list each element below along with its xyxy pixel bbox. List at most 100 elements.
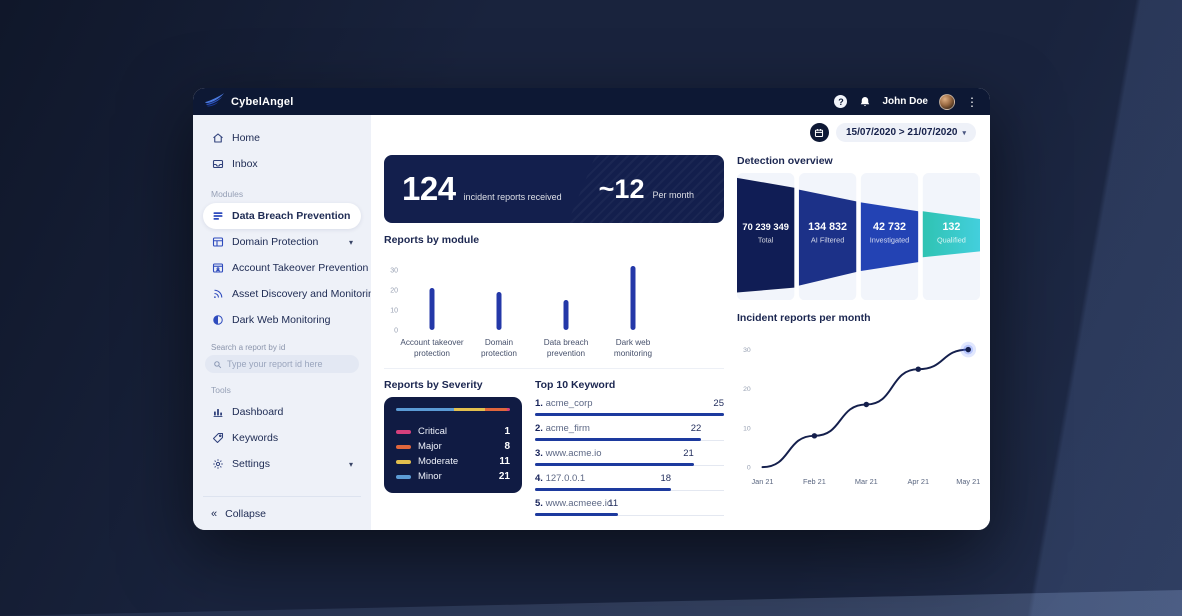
severity-value: 21 <box>498 471 510 482</box>
keyword-label: 127.0.0.1 <box>545 473 586 484</box>
keyword-head: 5. www.acmeee.io 11 <box>535 498 724 510</box>
report-search-box <box>205 355 359 373</box>
keyword-label: acme_corp <box>545 398 593 409</box>
kebab-menu-icon[interactable]: ⋮ <box>966 94 978 109</box>
darkweb-icon <box>211 314 224 327</box>
svg-text:0: 0 <box>747 465 751 472</box>
keyword-head: 4. 127.0.0.1 18 <box>535 473 724 485</box>
reports-by-module-title: Reports by module <box>384 234 480 246</box>
logo-swoosh-icon <box>203 92 225 112</box>
legend-dash-icon <box>396 444 411 449</box>
keyword-count: 18 <box>660 473 672 484</box>
severity-value: 8 <box>504 441 510 452</box>
severity-legend-row-critical: Critical 1 <box>396 424 510 439</box>
keyword-label: www.acme.io <box>545 448 602 459</box>
sidebar-item-label: Home <box>232 132 261 144</box>
sidebar-item-home[interactable]: Home <box>203 125 361 151</box>
severity-value: 11 <box>499 456 510 467</box>
help-icon[interactable]: ? <box>834 95 848 108</box>
sidebar-item-dark-web-monitoring[interactable]: Dark Web Monitoring <box>203 307 361 333</box>
severity-label: Critical <box>418 426 448 437</box>
svg-text:AI Filtered: AI Filtered <box>811 236 844 245</box>
keyword-row-www-acme-io[interactable]: 3. www.acme.io 21 <box>535 448 724 466</box>
keyword-row-www-acmeee-io[interactable]: 5. www.acmeee.io 11 <box>535 498 724 516</box>
keyword-row-acme-corp[interactable]: 1. acme_corp 25 <box>535 398 724 416</box>
user-name[interactable]: John Doe <box>882 96 928 107</box>
sidebar-item-account-takeover-prevention[interactable]: Account Takeover Prevention <box>203 255 368 281</box>
brand-logo[interactable]: CybelAngel <box>203 92 294 112</box>
settings-icon <box>211 458 224 471</box>
account-icon <box>211 262 224 275</box>
inbox-icon <box>211 158 224 171</box>
sidebar-item-label: Domain Protection <box>232 236 319 248</box>
reports-by-severity-card: Critical 1 Major 8 Moderate 11 Minor 21 <box>384 397 522 493</box>
svg-text:42 732: 42 732 <box>873 221 906 233</box>
keyword-row-acme-firm[interactable]: 2. acme_firm 22 <box>535 423 724 441</box>
sidebar-item-label: Account Takeover Prevention <box>232 262 369 274</box>
legend-dash-icon <box>396 459 411 464</box>
legend-dash-icon <box>396 429 411 434</box>
collapse-chevrons-icon: « <box>211 507 218 520</box>
home-icon <box>211 132 224 145</box>
report-search-input[interactable] <box>227 359 351 369</box>
keyword-count: 25 <box>713 398 724 409</box>
keyword-count: 22 <box>690 423 702 434</box>
severity-legend-row-minor: Minor 21 <box>396 469 510 484</box>
brand-name: CybelAngel <box>231 95 294 108</box>
dashboard-icon <box>211 406 224 419</box>
domain-icon <box>211 236 224 249</box>
date-range-selector[interactable]: 15/07/2020 > 21/07/2020 ▾ <box>835 123 976 142</box>
keyword-head: 2. acme_firm 22 <box>535 423 724 435</box>
svg-text:monitoring: monitoring <box>614 349 653 358</box>
date-range-value: 15/07/2020 > 21/07/2020 <box>845 127 958 138</box>
keyword-rank: 2. <box>535 423 543 434</box>
sidebar-item-data-breach-prevention[interactable]: Data Breach Prevention <box>203 203 361 229</box>
keyword-row-127-0-0-1[interactable]: 4. 127.0.0.1 18 <box>535 473 724 491</box>
sidebar: Home Inbox Modules Data Breach Prevention… <box>193 115 380 530</box>
top-keywords-title: Top 10 Keyword <box>535 379 616 391</box>
collapse-label: Collapse <box>225 507 266 520</box>
sidebar-collapse-button[interactable]: « Collapse <box>203 496 361 530</box>
keyword-label: www.acmeee.io <box>545 498 613 509</box>
svg-text:0: 0 <box>394 328 398 335</box>
sidebar-item-inbox[interactable]: Inbox <box>203 151 361 177</box>
notifications-bell-icon[interactable] <box>858 95 871 108</box>
sidebar-item-domain-protection[interactable]: Domain Protection ▾ <box>203 229 361 255</box>
severity-segment-major <box>484 408 508 411</box>
total-reports-value: 124 <box>402 170 456 207</box>
svg-text:70 239 349: 70 239 349 <box>742 222 789 232</box>
incidents-per-month-title: Incident reports per month <box>737 312 871 325</box>
svg-text:20: 20 <box>743 387 751 394</box>
sidebar-item-label: Dashboard <box>232 406 284 418</box>
keyword-bar <box>535 513 724 516</box>
svg-text:protection: protection <box>414 349 450 358</box>
svg-text:Data breach: Data breach <box>544 338 589 347</box>
sidebar-item-label: Asset Discovery and Monitoring <box>232 288 380 300</box>
per-month-label: Per month <box>652 189 694 200</box>
sidebar-item-asset-discovery-and-monitoring[interactable]: Asset Discovery and Monitoring <box>203 281 380 307</box>
severity-label: Minor <box>418 471 442 482</box>
svg-text:20: 20 <box>390 288 398 295</box>
per-month-value: ~12 <box>598 173 645 204</box>
svg-text:30: 30 <box>390 268 398 275</box>
top-bar: CybelAngel ? John Doe ⋮ <box>193 88 990 115</box>
chevron-down-icon: ▾ <box>962 129 966 137</box>
user-avatar[interactable] <box>939 93 955 110</box>
severity-segment-critical <box>507 408 510 411</box>
sidebar-item-settings[interactable]: Settings ▾ <box>203 451 361 477</box>
svg-text:Qualified: Qualified <box>937 236 966 245</box>
sidebar-item-keywords[interactable]: Keywords <box>203 425 361 451</box>
svg-text:Feb 21: Feb 21 <box>803 477 826 486</box>
calendar-button[interactable] <box>809 123 829 142</box>
keyword-rank: 1. <box>535 398 543 409</box>
top-keywords-list: 1. acme_corp 25 2. acme_firm 22 3. www.acme.… <box>535 398 724 516</box>
sidebar-item-dashboard[interactable]: Dashboard <box>203 399 361 425</box>
total-reports-label: incident reports received <box>463 192 562 202</box>
svg-text:Investigated: Investigated <box>870 236 910 245</box>
sidebar-item-label: Dark Web Monitoring <box>232 314 331 326</box>
keyword-bar <box>535 488 724 491</box>
svg-text:Domain: Domain <box>485 338 514 347</box>
app-window: CybelAngel ? John Doe ⋮ Home Inbox Modul <box>193 88 990 530</box>
incidents-per-month-chart: 0 10 20 30 Jan 21 Feb 21 Mar 21 Apr 21 May 21 <box>737 330 980 493</box>
